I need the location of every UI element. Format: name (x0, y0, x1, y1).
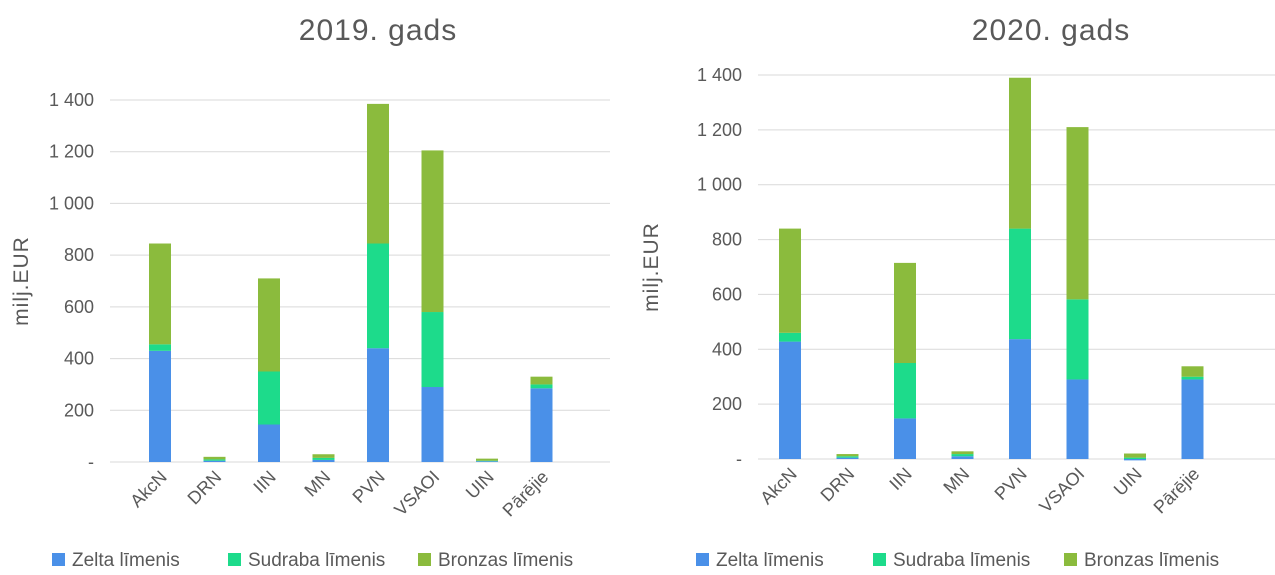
legend-swatch (873, 553, 886, 566)
bar-uin-series-0 (476, 461, 498, 462)
bar-iin-series-0 (894, 418, 916, 459)
bar-pārējie-series-1 (531, 384, 553, 388)
bar-vsaoi-series-0 (422, 387, 444, 462)
legend-label: Bronzas līmenis (438, 550, 573, 571)
bar-akcn-series-0 (779, 342, 801, 459)
y-tick-label: 800 (64, 245, 94, 265)
bar-pvn-series-1 (1009, 229, 1031, 340)
bar-drn-series-1 (204, 459, 226, 460)
bar-akcn-series-0 (149, 351, 171, 462)
bar-vsaoi-series-0 (1067, 379, 1089, 459)
bar-pvn-series-0 (367, 348, 389, 462)
legend-label: Zelta līmenis (716, 550, 824, 571)
y-tick-label: 400 (712, 339, 742, 359)
bar-drn-series-1 (837, 456, 859, 457)
bar-drn-series-2 (837, 454, 859, 456)
bar-drn-series-0 (204, 461, 226, 462)
bar-pvn-series-0 (1009, 339, 1031, 459)
legend-swatch (52, 553, 65, 566)
y-tick-label: 200 (712, 394, 742, 414)
legend-swatch (228, 553, 241, 566)
x-tick-label: MN (300, 467, 334, 501)
bar-mn-series-1 (313, 458, 335, 460)
legend-label: Sudraba līmenis (248, 550, 385, 571)
legend-swatch (1064, 553, 1077, 566)
y-tick-label: 1 400 (697, 65, 742, 85)
chart-2019: 2019. gads milj.EUR - 200 400 600 800 1 000 1 20… (10, 14, 610, 571)
y-tick-label: 600 (64, 297, 94, 317)
x-tick-label: VSAOI (1035, 464, 1088, 517)
bar-pvn-series-1 (367, 244, 389, 349)
x-tick-label: UIN (1110, 464, 1146, 500)
bar-mn-series-2 (313, 454, 335, 458)
y-tick-label: - (88, 452, 94, 472)
x-tick-label: PVN (991, 464, 1031, 504)
y-tick-label: 800 (712, 230, 742, 250)
bar-pārējie-series-0 (1182, 379, 1204, 459)
bar-akcn-series-2 (779, 229, 801, 333)
legend-label: Bronzas līmenis (1084, 550, 1219, 571)
bar-iin-series-0 (258, 425, 280, 462)
bar-akcn-series-1 (779, 333, 801, 342)
bar-iin-series-1 (258, 372, 280, 425)
legend-label: Zelta līmenis (72, 550, 180, 571)
chart-title: 2019. gads (299, 14, 457, 47)
x-tick-label: AkcN (756, 464, 801, 509)
y-tick-label: 600 (712, 284, 742, 304)
bar-drn-series-0 (837, 458, 859, 459)
bar-iin-series-2 (258, 278, 280, 371)
y-tick-label: 200 (64, 400, 94, 420)
y-axis-label: milj.EUR (640, 222, 663, 312)
x-tick-label: Pārējie (1150, 464, 1204, 518)
x-tick-label: DRN (817, 464, 859, 506)
bar-vsaoi-series-1 (1067, 299, 1089, 379)
y-tick-label: 1 200 (697, 120, 742, 140)
bar-mn-series-0 (313, 460, 335, 462)
bar-akcn-series-1 (149, 344, 171, 350)
chart-title: 2020. gads (972, 14, 1130, 47)
x-tick-label: Pārējie (499, 467, 553, 521)
bar-pārējie-series-2 (531, 377, 553, 385)
bar-vsaoi-series-2 (422, 150, 444, 312)
bar-uin-series-2 (1124, 454, 1146, 458)
legend-swatch (696, 553, 709, 566)
bar-vsaoi-series-2 (1067, 127, 1089, 299)
x-tick-label: IIN (249, 467, 279, 497)
bar-uin-series-0 (1124, 459, 1146, 460)
bar-iin-series-1 (894, 363, 916, 418)
bar-mn-series-1 (952, 454, 974, 456)
y-axis-label: milj.EUR (10, 236, 33, 326)
y-tick-label: - (736, 449, 742, 469)
bar-uin-series-2 (476, 459, 498, 461)
legend-label: Sudraba līmenis (893, 550, 1030, 571)
bar-pvn-series-2 (367, 104, 389, 244)
x-tick-label: VSAOI (390, 467, 443, 520)
chart-2020: 2020. gads milj.EUR - 200 400 600 800 1 000 1 20… (640, 14, 1275, 571)
bar-akcn-series-2 (149, 244, 171, 345)
bar-pārējie-series-0 (531, 388, 553, 462)
bar-vsaoi-series-1 (422, 312, 444, 387)
bar-mn-series-2 (952, 451, 974, 454)
x-tick-label: AkcN (126, 467, 171, 512)
y-tick-label: 1 000 (49, 193, 94, 213)
bar-uin-series-1 (1124, 458, 1146, 459)
bar-pārējie-series-2 (1182, 366, 1204, 376)
bar-iin-series-2 (894, 263, 916, 363)
y-tick-label: 1 200 (49, 142, 94, 162)
x-tick-label: IIN (885, 464, 915, 494)
legend-swatch (418, 553, 431, 566)
bar-uin-series-1 (476, 461, 498, 462)
bar-drn-series-2 (204, 457, 226, 460)
x-tick-label: DRN (184, 467, 226, 509)
y-tick-label: 400 (64, 349, 94, 369)
bar-mn-series-0 (952, 456, 974, 459)
bar-pvn-series-2 (1009, 78, 1031, 229)
bar-pārējie-series-1 (1182, 377, 1204, 380)
x-tick-label: UIN (462, 467, 498, 503)
y-tick-label: 1 400 (49, 90, 94, 110)
y-tick-label: 1 000 (697, 175, 742, 195)
x-tick-label: MN (939, 464, 973, 498)
x-tick-label: PVN (349, 467, 389, 507)
